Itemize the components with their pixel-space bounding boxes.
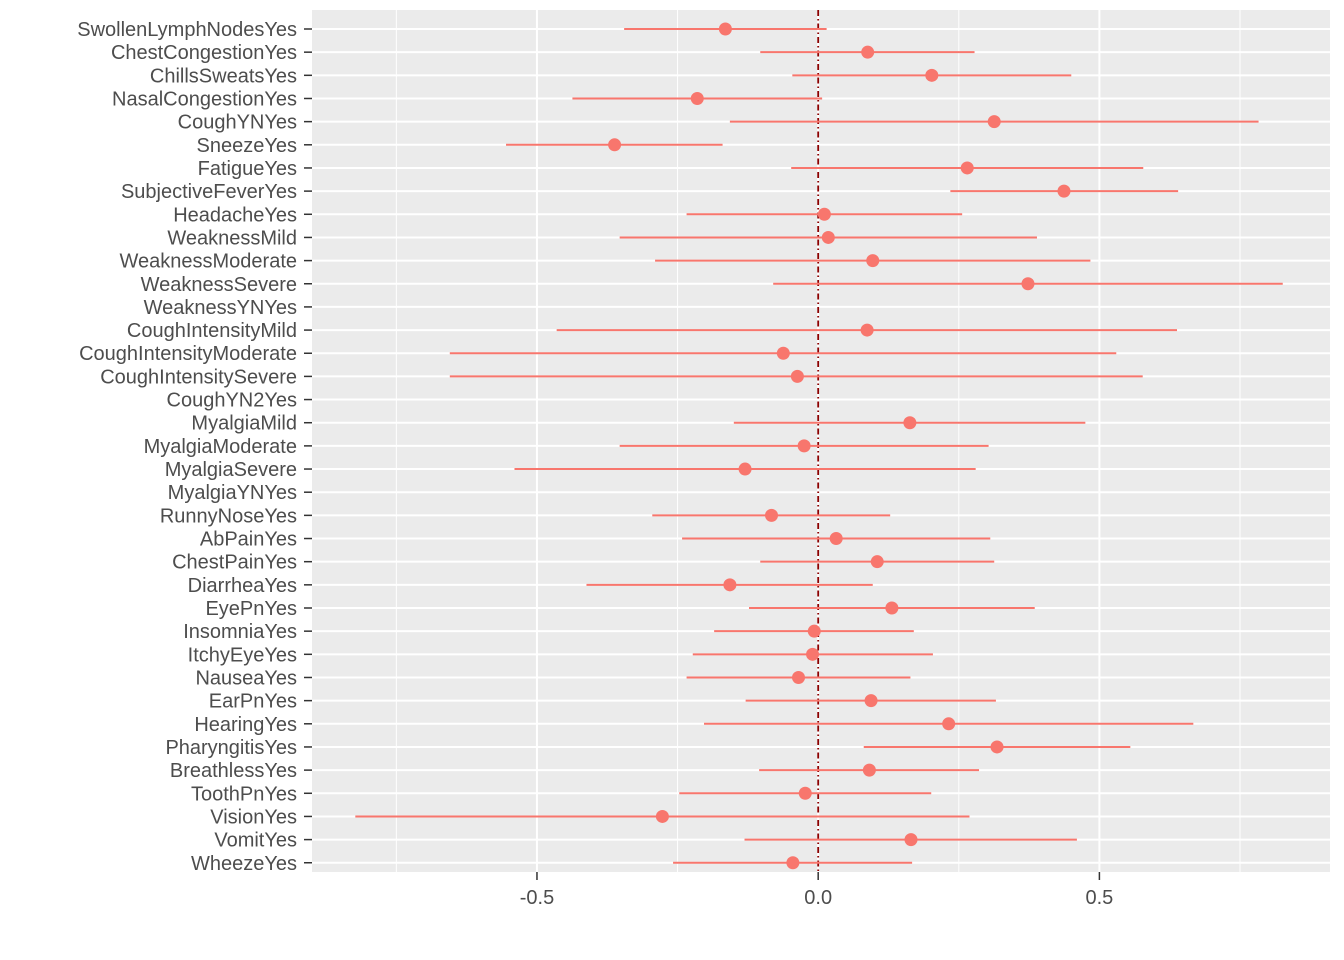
y-tick-label: FatigueYes: [198, 158, 297, 180]
point-HeadacheYes: [817, 207, 831, 221]
point-ItchyEyeYes: [806, 647, 820, 661]
y-tick-label: CoughIntensityMild: [127, 320, 297, 342]
y-tick-label: WeaknessModerate: [120, 251, 298, 273]
y-tick-label: CoughYN2Yes: [167, 390, 297, 412]
point-InsomniaYes: [807, 624, 821, 638]
y-tick-label: PharyngitisYes: [165, 737, 297, 759]
point-SubjectiveFeverYes: [1057, 184, 1071, 198]
point-MyalgiaMild: [903, 416, 917, 430]
y-tick-label: ChillsSweatsYes: [150, 65, 297, 87]
y-tick-label: MyalgiaSevere: [165, 459, 297, 481]
y-tick-label: HearingYes: [194, 714, 297, 736]
point-CoughIntensityModerate: [776, 346, 790, 360]
point-EyePnYes: [885, 601, 899, 615]
point-ToothPnYes: [798, 786, 812, 800]
y-tick-label: WeaknessYNYes: [144, 297, 297, 319]
y-tick-label: NauseaYes: [195, 667, 297, 689]
y-tick-label: CoughYNYes: [178, 112, 297, 134]
y-tick-label: SwollenLymphNodesYes: [77, 19, 297, 41]
y-tick-label: NasalCongestionYes: [112, 88, 297, 110]
point-NasalCongestionYes: [690, 91, 704, 105]
point-NauseaYes: [792, 670, 806, 684]
minor-gridlines: [395, 10, 1241, 872]
y-tick-label: ToothPnYes: [191, 783, 297, 805]
point-DiarrheaYes: [723, 578, 737, 592]
point-EarPnYes: [864, 694, 878, 708]
y-tick-label: WeaknessSevere: [141, 274, 297, 296]
point-WheezeYes: [786, 856, 800, 870]
y-tick-label: EyePnYes: [205, 598, 297, 620]
point-WeaknessMild: [821, 230, 835, 244]
point-MyalgiaModerate: [797, 439, 811, 453]
point-VomitYes: [904, 833, 918, 847]
point-WeaknessModerate: [866, 254, 880, 268]
x-tick-label: 0.5: [1085, 887, 1113, 909]
x-tick-label: 0.0: [804, 887, 832, 909]
point-RunnyNoseYes: [765, 508, 779, 522]
y-tick-label: WeaknessMild: [167, 227, 297, 249]
y-tick-label: MyalgiaYNYes: [168, 482, 297, 504]
point-ChillsSweatsYes: [925, 68, 939, 82]
y-tick-label: ItchyEyeYes: [188, 644, 297, 666]
point-ChestCongestionYes: [861, 45, 875, 59]
point-BreathlessYes: [862, 763, 876, 777]
y-tick-label: HeadacheYes: [173, 204, 297, 226]
point-SneezeYes: [608, 138, 622, 152]
y-tick-label: MyalgiaMild: [191, 413, 297, 435]
y-tick-label: CoughIntensitySevere: [100, 366, 297, 388]
plot-panel: [312, 10, 1330, 872]
point-CoughIntensityMild: [860, 323, 874, 337]
point-CoughYNYes: [987, 115, 1001, 129]
point-PharyngitisYes: [990, 740, 1004, 754]
y-tick-label: CoughIntensityModerate: [79, 343, 297, 365]
y-tick-label: SubjectiveFeverYes: [121, 181, 297, 203]
y-tick-label: AbPainYes: [200, 529, 297, 551]
y-tick-label: SneezeYes: [197, 135, 297, 157]
point-FatigueYes: [960, 161, 974, 175]
point-AbPainYes: [829, 532, 843, 546]
y-axis-ticks: [304, 28, 312, 864]
x-axis-tick-labels: -0.5 0.0 0.5: [520, 887, 1114, 909]
y-tick-label: WheezeYes: [191, 853, 297, 875]
y-tick-label: MyalgiaModerate: [144, 436, 297, 458]
y-tick-label: ChestPainYes: [172, 552, 297, 574]
point-SwollenLymphNodesYes: [718, 22, 732, 36]
point-WeaknessSevere: [1021, 277, 1035, 291]
y-tick-label: VisionYes: [210, 806, 297, 828]
point-VisionYes: [655, 809, 669, 823]
estimate-points: [608, 22, 1071, 870]
point-MyalgiaSevere: [738, 462, 752, 476]
y-tick-label: BreathlessYes: [170, 760, 297, 782]
x-tick-label: -0.5: [520, 887, 554, 909]
x-axis-ticks: [536, 872, 1101, 880]
y-tick-label: ChestCongestionYes: [111, 42, 297, 64]
y-axis-tick-labels: SwollenLymphNodesYesChestCongestionYesCh…: [77, 19, 297, 875]
point-HearingYes: [942, 717, 956, 731]
point-CoughIntensitySevere: [790, 369, 804, 383]
y-tick-label: DiarrheaYes: [188, 575, 297, 597]
y-tick-label: RunnyNoseYes: [160, 505, 297, 527]
point-ChestPainYes: [870, 555, 884, 569]
y-tick-label: InsomniaYes: [183, 621, 297, 643]
y-tick-label: VomitYes: [214, 830, 297, 852]
y-tick-label: EarPnYes: [209, 691, 297, 713]
